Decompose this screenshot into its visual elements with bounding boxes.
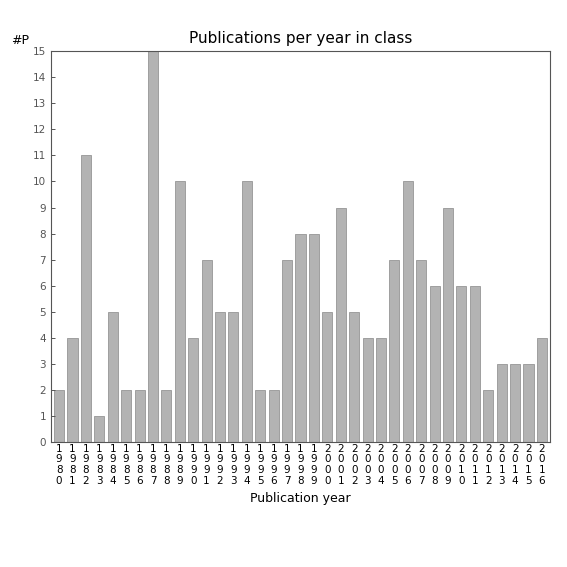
- Bar: [443, 208, 453, 442]
- X-axis label: Publication year: Publication year: [250, 492, 351, 505]
- Bar: [108, 312, 118, 442]
- Bar: [537, 338, 547, 442]
- Bar: [121, 390, 131, 442]
- Bar: [349, 312, 359, 442]
- Bar: [295, 234, 306, 442]
- Bar: [282, 260, 292, 442]
- Text: #P: #P: [11, 34, 29, 47]
- Bar: [456, 286, 467, 442]
- Bar: [242, 181, 252, 442]
- Bar: [336, 208, 346, 442]
- Bar: [390, 260, 399, 442]
- Bar: [162, 390, 171, 442]
- Bar: [54, 390, 64, 442]
- Bar: [403, 181, 413, 442]
- Bar: [309, 234, 319, 442]
- Bar: [215, 312, 225, 442]
- Bar: [416, 260, 426, 442]
- Bar: [229, 312, 239, 442]
- Bar: [470, 286, 480, 442]
- Bar: [134, 390, 145, 442]
- Bar: [175, 181, 185, 442]
- Bar: [483, 390, 493, 442]
- Bar: [362, 338, 373, 442]
- Bar: [188, 338, 198, 442]
- Bar: [81, 155, 91, 442]
- Bar: [94, 416, 104, 442]
- Bar: [322, 312, 332, 442]
- Bar: [202, 260, 211, 442]
- Title: Publications per year in class: Publications per year in class: [189, 31, 412, 46]
- Bar: [510, 364, 520, 442]
- Bar: [376, 338, 386, 442]
- Bar: [148, 51, 158, 442]
- Bar: [255, 390, 265, 442]
- Bar: [497, 364, 507, 442]
- Bar: [430, 286, 439, 442]
- Bar: [523, 364, 534, 442]
- Bar: [67, 338, 78, 442]
- Bar: [269, 390, 279, 442]
